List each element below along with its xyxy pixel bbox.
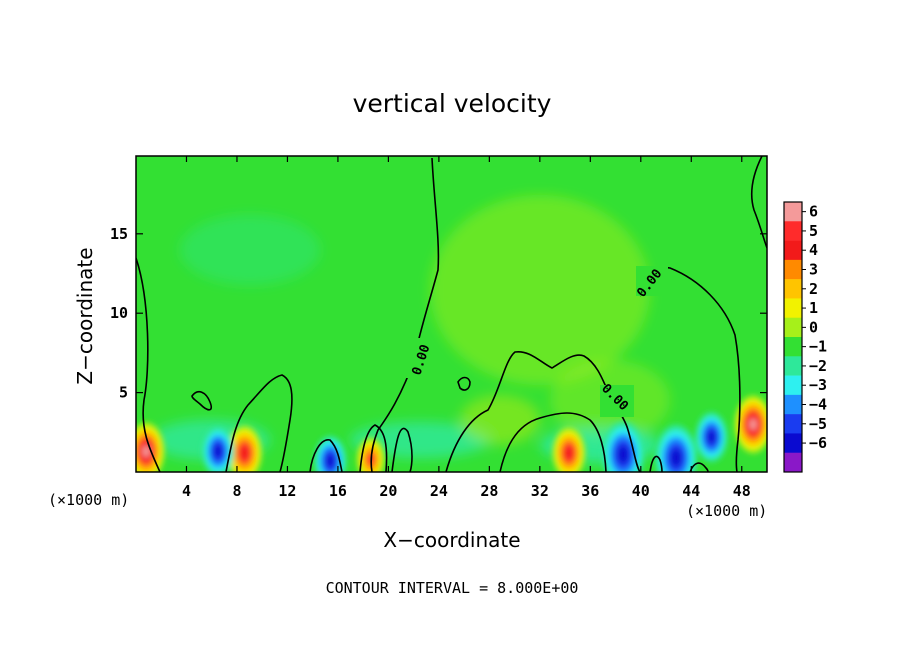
colorbar-level-label: 1	[809, 299, 818, 317]
plot-frame	[135, 155, 768, 473]
colorbar-level-label: 4	[809, 241, 818, 259]
downdraft-cell	[695, 412, 728, 463]
x-tick-label: 40	[632, 482, 650, 500]
colorbar-level-label: −5	[809, 415, 827, 433]
colorbar-level-label: −2	[809, 357, 827, 375]
x-unit-right: (×1000 m)	[686, 502, 767, 520]
y-tick-label: 15	[110, 225, 128, 243]
x-tick-label: 48	[733, 482, 751, 500]
x-axis-label: X−coordinate	[383, 528, 520, 552]
velocity-cells	[136, 395, 767, 472]
colorbar-level-label: −6	[809, 434, 827, 452]
colorbar-swatch	[784, 317, 802, 338]
colorbar-level-label: 0	[809, 318, 818, 336]
y-tick-label: 10	[110, 304, 128, 322]
colorbar-swatch	[784, 279, 802, 299]
downdraft-cell	[202, 426, 235, 472]
colorbar-level-label: −4	[809, 396, 827, 414]
colorbar-swatch	[784, 356, 802, 376]
x-tick-label: 36	[581, 482, 599, 500]
colorbar-level-label: 6	[809, 203, 818, 221]
x-tick-label: 20	[379, 482, 397, 500]
colorbar-swatch	[784, 259, 802, 280]
updraft-cell	[356, 437, 385, 472]
colorbar-swatch	[784, 240, 802, 261]
y-tick-label: 5	[119, 384, 128, 402]
y-axis-label: Z−coordinate	[73, 247, 97, 384]
colorbar-swatch	[784, 298, 802, 319]
colorbar-swatch	[784, 394, 802, 415]
x-axis: 4 8 12 16 20 24 28 32 36 40 44 48	[182, 156, 751, 500]
x-unit-left: (×1000 m)	[48, 491, 129, 509]
colorbar-level-label: 3	[809, 261, 818, 279]
colorbar-level-label: −1	[809, 338, 827, 356]
colorbar-frame	[783, 201, 803, 473]
colorbar-swatch	[784, 433, 802, 454]
plot-area: 0.00 0.00 0.00	[136, 156, 767, 472]
downdraft-cell	[314, 435, 347, 472]
colorbar-level-label: 5	[809, 222, 818, 240]
updraft-cell	[552, 427, 586, 472]
colorbar-level-label: −3	[809, 376, 827, 394]
contour-interval-note: CONTOUR INTERVAL = 8.000E+00	[326, 579, 579, 597]
contour-labels: 0.00 0.00 0.00	[406, 266, 668, 417]
x-tick-label: 32	[531, 482, 549, 500]
y-axis: 5 10 15	[110, 225, 767, 402]
colorbar-level-label: 2	[809, 280, 818, 298]
downdraft-cell	[655, 424, 698, 472]
colorbar-swatch	[784, 202, 802, 222]
colorbar-swatch	[784, 414, 802, 434]
chart-title: vertical velocity	[353, 89, 552, 118]
x-tick-label: 12	[278, 482, 296, 500]
x-tick-label: 8	[232, 482, 241, 500]
updraft-cell	[734, 395, 767, 454]
x-tick-label: 44	[682, 482, 700, 500]
x-tick-label: 24	[430, 482, 448, 500]
x-tick-label: 4	[182, 482, 191, 500]
x-tick-label: 16	[329, 482, 347, 500]
downdraft-cell	[602, 421, 645, 472]
colorbar-swatch	[784, 337, 802, 357]
colorbar-swatch	[784, 221, 802, 241]
x-tick-label: 28	[480, 482, 498, 500]
colorbar-swatch	[784, 452, 802, 473]
updraft-cell	[227, 425, 263, 472]
colorbar-swatch	[784, 375, 802, 396]
